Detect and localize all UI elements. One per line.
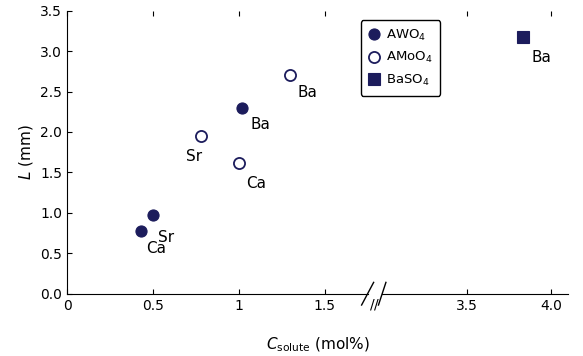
Y-axis label: $L$ (mm): $L$ (mm) — [17, 124, 34, 180]
Text: Ba: Ba — [297, 85, 317, 100]
Text: Ca: Ca — [245, 176, 266, 191]
Text: Ba: Ba — [531, 50, 551, 65]
Text: Sr: Sr — [185, 149, 202, 164]
Text: Ba: Ba — [251, 117, 271, 132]
Text: $\mathit{//}$: $\mathit{//}$ — [369, 297, 381, 312]
Text: Sr: Sr — [158, 230, 174, 245]
Legend: AWO$_4$, AMoO$_4$, BaSO$_4$: AWO$_4$, AMoO$_4$, BaSO$_4$ — [361, 20, 440, 96]
Text: Ca: Ca — [146, 241, 166, 256]
Text: $C_\mathrm{solute}$ (mol%): $C_\mathrm{solute}$ (mol%) — [266, 336, 370, 354]
